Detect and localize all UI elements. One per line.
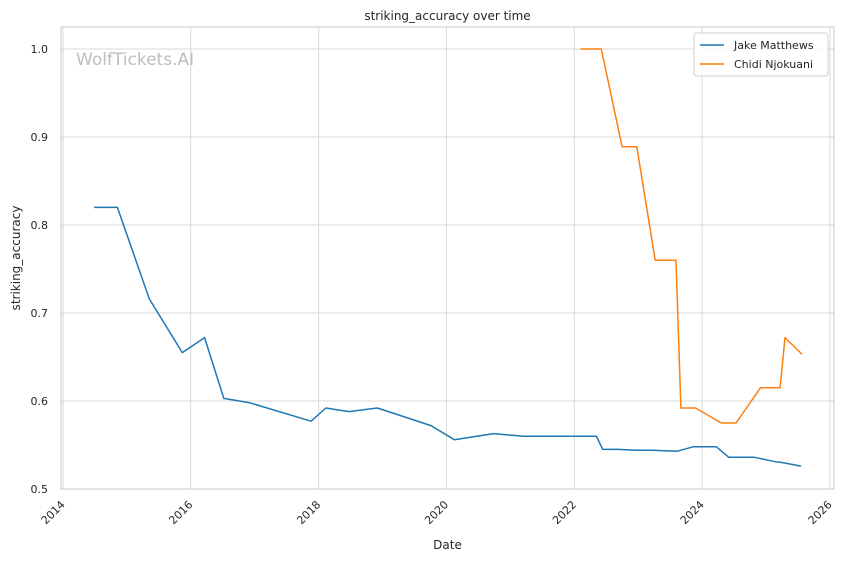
y-tick-label: 0.9 [31,131,49,144]
legend-entry-label: Jake Matthews [733,39,814,52]
y-axis-label: striking_accuracy [9,206,23,311]
legend-box [693,32,829,77]
y-tick-label: 1.0 [31,43,49,56]
y-tick-label: 0.8 [31,219,49,232]
plot-area-frame [60,26,835,490]
watermark: WolfTickets.AI [76,50,194,70]
y-tick-label: 0.7 [31,307,49,320]
y-axis-ticks: 0.5 0.6 0.7 0.8 0.9 1.0 [31,43,49,496]
legend: Jake Matthews Chidi Njokuani [693,32,829,77]
series-line-chidi-njokuani [580,48,803,424]
series-line-jake-matthews [94,206,802,467]
y-tick-label: 0.6 [31,395,49,408]
y-tick-label: 0.5 [31,483,49,496]
legend-entry-label: Chidi Njokuani [734,58,813,71]
chart-title: striking_accuracy over time [364,9,530,23]
x-axis-label: Date [433,538,462,552]
series-layer [94,48,803,467]
